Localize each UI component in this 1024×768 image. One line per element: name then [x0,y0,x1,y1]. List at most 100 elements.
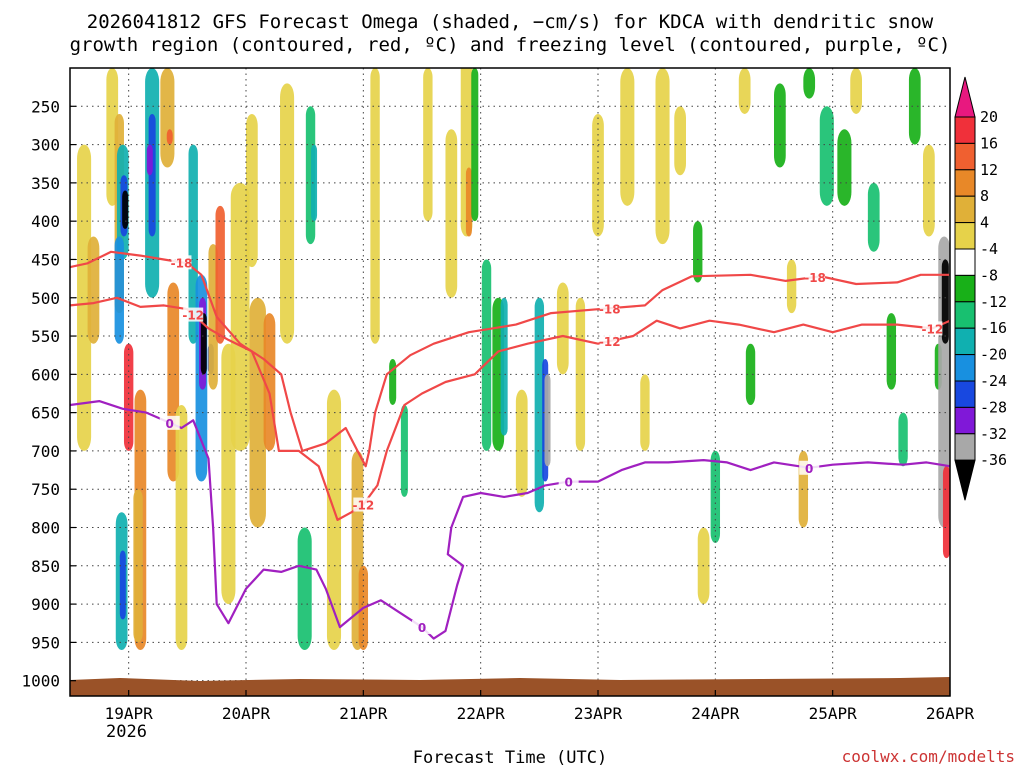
omega-shade-cell [370,68,380,344]
colorbar-segment [954,116,976,144]
colorbar-label: -24 [980,372,1007,390]
omega-shade-cell [133,489,143,643]
y-tick-label: 350 [31,174,60,193]
chart-title-line-2: growth region (contoured, red, ºC) and f… [70,34,951,56]
contour-line [70,250,950,468]
colorbar-segment [954,169,976,197]
x-tick-label: 24APR [691,704,740,723]
contour-label: 0 [166,417,174,431]
y-tick-label: 600 [31,365,60,384]
y-tick-label: 450 [31,250,60,269]
x-tick-label: 21APR [339,704,388,723]
omega-shade-cell [389,359,397,405]
y-tick-label: 850 [31,557,60,576]
y-axis: 250 300 350 400 450 500 550 600 650 700 750 800 850 9… [21,97,76,691]
y-tick-label: 500 [31,289,60,308]
y-tick-label: 900 [31,595,60,614]
colorbar-segment [954,406,976,435]
colorbar-segment [954,142,976,171]
omega-shade-cell [400,404,408,497]
omega-shade-cell [819,106,834,206]
omega-shade-cell [215,205,225,344]
omega-shade-cell [655,68,670,245]
colorbar-segment [954,354,976,382]
omega-shade-cell [674,106,686,176]
omega-shade-cell [592,113,604,237]
colorbar-segment [954,301,976,329]
y-tick-label: 550 [31,327,60,346]
credit-text: coolwx.com/modelts [842,747,1015,766]
omega-shade-cell [445,129,458,298]
colorbar-segment [954,248,976,276]
y-tick-label: 400 [31,212,60,231]
contour-label-bg [558,474,579,489]
contour-label: 0 [805,462,813,476]
omega-shade-cell [908,68,921,145]
chart-title-line-1: 2026041812 GFS Forecast Omega (shaded, −… [87,11,934,33]
y-tick-label: 800 [31,519,60,538]
omega-shade-cell [534,297,545,513]
omega-shade-cell [898,412,908,467]
y-tick-label: 950 [31,633,60,652]
contour-label-bg [799,460,820,475]
omega-shade-cell [745,343,756,405]
x-tick-label: 22APR [457,704,506,723]
y-tick-label: 1000 [21,672,60,691]
contour-label-bg [353,497,374,512]
colorbar-segment [954,433,976,461]
gridlines [70,68,951,696]
omega-shade-cell [465,167,472,237]
y-tick-label: 700 [31,442,60,461]
omega-shade-cell [867,182,880,252]
contour-label: -12 [599,335,621,349]
colorbar: 20 16 12 8 4 -4 -8 -12 -16 -20 -24 -28 -32 -36 [954,76,1007,501]
contour-label-bg [183,307,204,322]
contour-lines: -18 -18 -18 -12 -12 -12 -12 0 0 0 0 [70,250,950,640]
x-year-label: 2026 [106,722,147,742]
colorbar-label: -8 [980,266,998,284]
omega-shade-cell [886,313,897,390]
contour-label-bg [599,301,620,316]
colorbar-label: 12 [980,161,998,179]
omega-shade-cell [693,221,703,283]
y-tick-label: 250 [31,97,60,116]
plot-frame [69,67,951,697]
colorbar-label: -36 [980,451,1007,469]
contour-label: 0 [564,476,572,490]
omega-shade-cell [803,68,816,99]
omega-shade-cell [166,129,173,145]
x-tick-label: 25APR [809,704,858,723]
colorbar-label: 4 [980,214,989,232]
colorbar-top-arrow [954,76,976,118]
omega-shade-cell [246,113,258,268]
contour-label-bg [599,334,620,349]
contour-line [70,400,950,640]
contour-label: -12 [352,499,374,513]
colorbar-label: -12 [980,293,1007,311]
omega-shade-cell [710,450,721,543]
omega-shade-cell [230,182,250,451]
omega-shade-cell [148,113,156,237]
colorbar-label: 8 [980,187,989,205]
colorbar-segment [954,274,976,303]
contour-label: -18 [171,256,193,270]
omega-shade-cell [122,190,129,229]
terrain-band [70,677,950,696]
colorbar-label: -32 [980,425,1007,443]
colorbar-label: 16 [980,134,998,152]
x-tick-label: 20APR [222,704,271,723]
omega-shade-cell [146,144,153,176]
omega-shade-cell [326,389,342,651]
omega-shade-cell [774,83,786,168]
omega-shade-cell [200,313,207,375]
omega-shade-cell [311,144,318,222]
omega-shade-cell [297,527,312,651]
y-tick-label: 300 [31,136,60,155]
colorbar-bottom-arrow [954,459,976,501]
colorbar-label: -16 [980,319,1007,337]
x-axis-title: Forecast Time (UTC) [413,748,607,768]
omega-shade-cell [481,259,492,451]
contour-label-bg [412,620,432,635]
omega-shade-cell [160,68,175,168]
